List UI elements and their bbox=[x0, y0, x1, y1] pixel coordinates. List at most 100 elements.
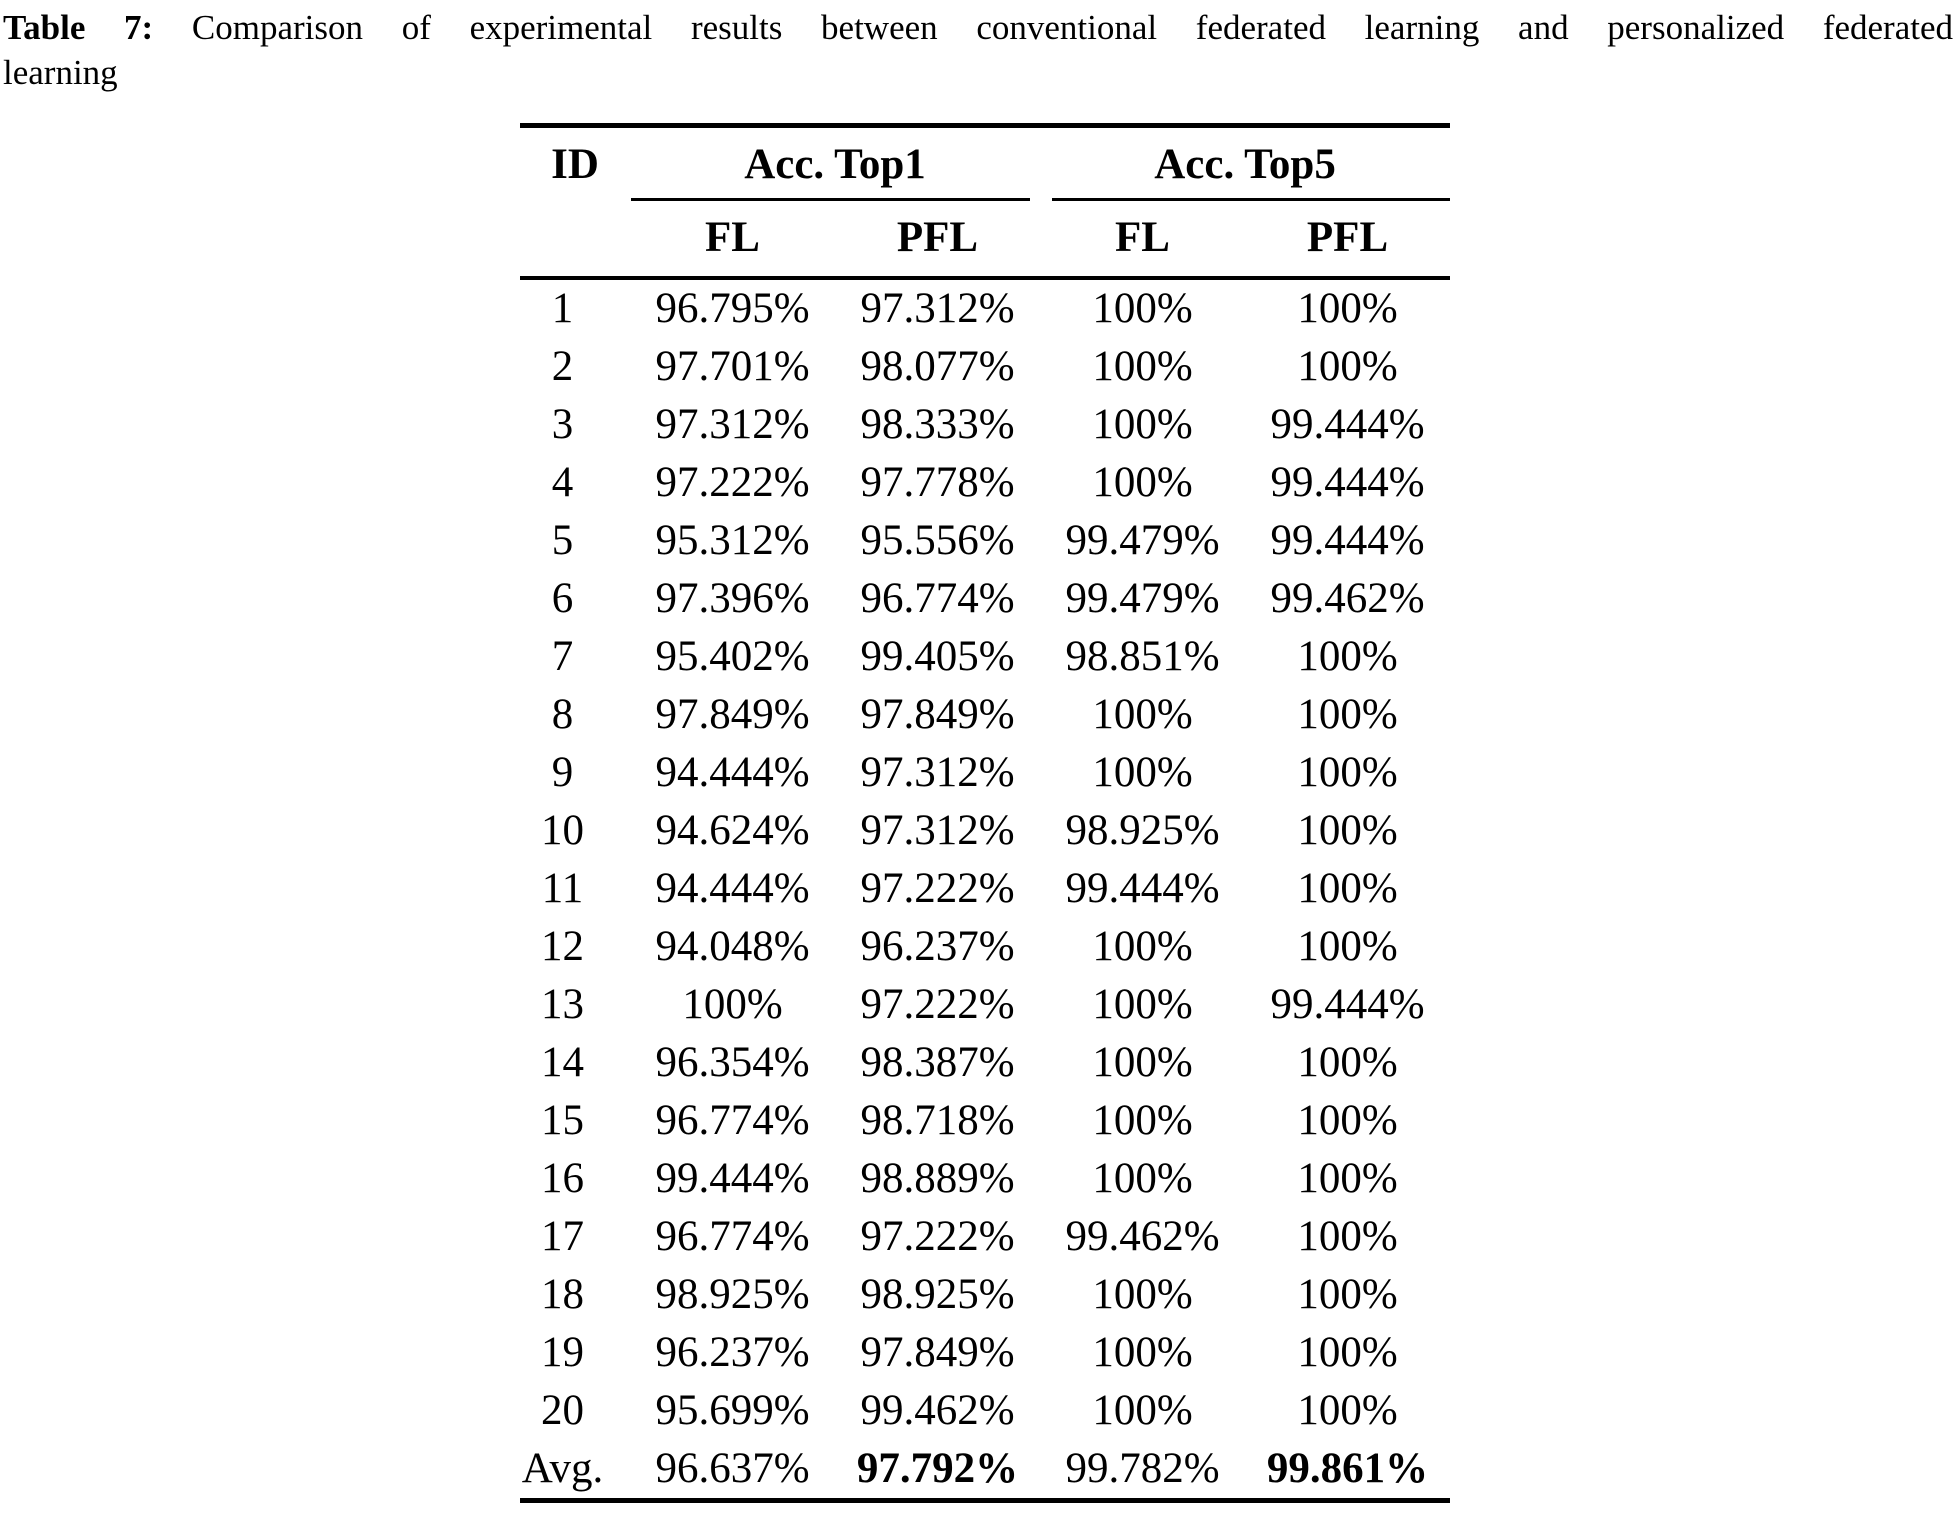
table-row: 11 94.444% 97.222% 99.444% 100% bbox=[520, 860, 1450, 918]
value-cell: 100% bbox=[1297, 923, 1398, 970]
row-id-cell: 7 bbox=[551, 633, 574, 680]
table-row: 4 97.222% 97.778% 100% 99.444% bbox=[520, 454, 1450, 512]
sub-header-fl-top1: FL bbox=[630, 201, 835, 280]
table-row: 8 97.849% 97.849% 100% 100% bbox=[520, 686, 1450, 744]
row-id-cell: 4 bbox=[551, 459, 574, 506]
value-cell: 100% bbox=[1092, 923, 1193, 970]
caption-text-line2: learning bbox=[3, 53, 118, 92]
value-cell: 96.774% bbox=[655, 1213, 810, 1260]
value-cell: 98.077% bbox=[860, 343, 1015, 390]
value-cell: 99.861% bbox=[1266, 1445, 1429, 1492]
value-cell: 99.479% bbox=[1065, 575, 1220, 622]
sub-header-empty bbox=[520, 201, 630, 280]
table-row: 13 100% 97.222% 100% 99.444% bbox=[520, 976, 1450, 1034]
value-cell: 96.774% bbox=[860, 575, 1015, 622]
table-row: 16 99.444% 98.889% 100% 100% bbox=[520, 1150, 1450, 1208]
value-cell: 98.333% bbox=[860, 401, 1015, 448]
table-row: 2 97.701% 98.077% 100% 100% bbox=[520, 338, 1450, 396]
value-cell: 99.444% bbox=[1270, 401, 1425, 448]
value-cell: 98.718% bbox=[860, 1097, 1015, 1144]
row-id-cell: 13 bbox=[541, 981, 584, 1028]
value-cell: 100% bbox=[1297, 285, 1398, 332]
row-id-cell: 5 bbox=[551, 517, 574, 564]
value-cell: 99.462% bbox=[1270, 575, 1425, 622]
value-cell: 99.462% bbox=[860, 1387, 1015, 1434]
value-cell: 94.444% bbox=[655, 865, 810, 912]
row-id-cell: 6 bbox=[551, 575, 574, 622]
table-row: 12 94.048% 96.237% 100% 100% bbox=[520, 918, 1450, 976]
table-row: 15 96.774% 98.718% 100% 100% bbox=[520, 1092, 1450, 1150]
value-cell: 94.624% bbox=[655, 807, 810, 854]
value-cell: 100% bbox=[1297, 1271, 1398, 1318]
value-cell: 100% bbox=[1092, 343, 1193, 390]
table-row: 7 95.402% 99.405% 98.851% 100% bbox=[520, 628, 1450, 686]
sub-header-pfl-top1: PFL bbox=[835, 201, 1041, 280]
value-cell: 97.312% bbox=[860, 749, 1015, 796]
row-id-cell: 9 bbox=[551, 749, 574, 796]
value-cell: 100% bbox=[1092, 285, 1193, 332]
row-id-cell: 15 bbox=[541, 1097, 584, 1144]
row-id-cell: 20 bbox=[541, 1387, 584, 1434]
value-cell: 97.849% bbox=[860, 691, 1015, 738]
value-cell: 100% bbox=[1297, 807, 1398, 854]
value-cell: 100% bbox=[1297, 1039, 1398, 1086]
value-cell: 97.778% bbox=[860, 459, 1015, 506]
value-cell: 100% bbox=[1297, 1213, 1398, 1260]
value-cell: 100% bbox=[1092, 401, 1193, 448]
value-cell: 99.405% bbox=[860, 633, 1015, 680]
value-cell: 99.444% bbox=[1065, 865, 1220, 912]
value-cell: 98.889% bbox=[860, 1155, 1015, 1202]
value-cell: 99.462% bbox=[1065, 1213, 1220, 1260]
value-cell: 98.925% bbox=[655, 1271, 810, 1318]
caption-text-line1: Comparison of experimental results betwe… bbox=[191, 8, 1954, 47]
value-cell: 100% bbox=[1092, 749, 1193, 796]
value-cell: 99.479% bbox=[1065, 517, 1220, 564]
table-row: 14 96.354% 98.387% 100% 100% bbox=[520, 1034, 1450, 1092]
value-cell: 99.444% bbox=[1270, 981, 1425, 1028]
value-cell: 100% bbox=[1297, 343, 1398, 390]
value-cell: 95.699% bbox=[655, 1387, 810, 1434]
col-group-acc-top1: Acc. Top1 bbox=[630, 126, 1040, 202]
table-row: 10 94.624% 97.312% 98.925% 100% bbox=[520, 802, 1450, 860]
value-cell: 100% bbox=[1092, 1155, 1193, 1202]
row-id-cell: 1 bbox=[551, 285, 574, 332]
row-id-cell: 10 bbox=[541, 807, 584, 854]
value-cell: 97.222% bbox=[860, 865, 1015, 912]
table-row: 3 97.312% 98.333% 100% 99.444% bbox=[520, 396, 1450, 454]
value-cell: 96.237% bbox=[655, 1329, 810, 1376]
value-cell: 96.354% bbox=[655, 1039, 810, 1086]
value-cell: 99.444% bbox=[1270, 459, 1425, 506]
value-cell: 100% bbox=[1297, 1097, 1398, 1144]
value-cell: 96.637% bbox=[655, 1445, 810, 1492]
value-cell: 100% bbox=[1297, 1329, 1398, 1376]
value-cell: 100% bbox=[1297, 633, 1398, 680]
value-cell: 100% bbox=[1092, 981, 1193, 1028]
value-cell: 100% bbox=[1092, 1271, 1193, 1318]
value-cell: 97.849% bbox=[860, 1329, 1015, 1376]
value-cell: 100% bbox=[1297, 749, 1398, 796]
row-id-cell: 12 bbox=[541, 923, 584, 970]
value-cell: 95.402% bbox=[655, 633, 810, 680]
value-cell: 100% bbox=[1297, 865, 1398, 912]
value-cell: 95.312% bbox=[655, 517, 810, 564]
table-row: 20 95.699% 99.462% 100% 100% bbox=[520, 1382, 1450, 1440]
row-id-cell: 17 bbox=[541, 1213, 584, 1260]
sub-header-fl-top5: FL bbox=[1040, 201, 1246, 280]
table-header: ID Acc. Top1 Acc. Top5 FL PFL FL PFL bbox=[520, 126, 1451, 280]
value-cell: 96.795% bbox=[655, 285, 810, 332]
value-cell: 96.237% bbox=[860, 923, 1015, 970]
value-cell: 100% bbox=[682, 981, 783, 1028]
value-cell: 98.851% bbox=[1065, 633, 1220, 680]
group-header-row: ID Acc. Top1 Acc. Top5 bbox=[520, 126, 1451, 202]
value-cell: 97.222% bbox=[860, 1213, 1015, 1260]
table-row: 9 94.444% 97.312% 100% 100% bbox=[520, 744, 1450, 802]
row-id-cell: 18 bbox=[541, 1271, 584, 1318]
sub-header-row: FL PFL FL PFL bbox=[520, 201, 1451, 280]
value-cell: 100% bbox=[1092, 459, 1193, 506]
value-cell: 100% bbox=[1092, 1097, 1193, 1144]
value-cell: 97.792% bbox=[856, 1445, 1019, 1492]
value-cell: 100% bbox=[1297, 691, 1398, 738]
value-cell: 100% bbox=[1297, 1387, 1398, 1434]
table-row: 5 95.312% 95.556% 99.479% 99.444% bbox=[520, 512, 1450, 570]
value-cell: 97.312% bbox=[655, 401, 810, 448]
